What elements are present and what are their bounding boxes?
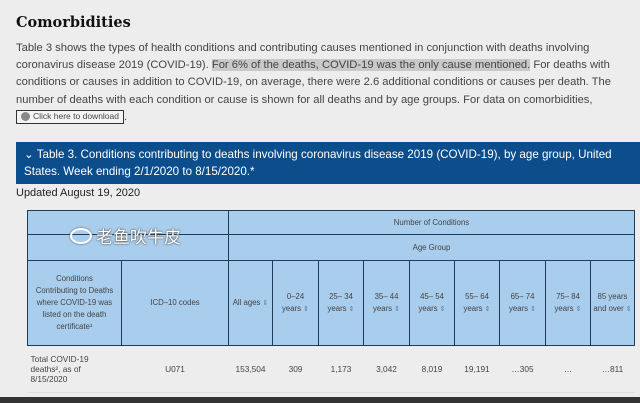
blank-header xyxy=(27,234,229,261)
sort-icon[interactable]: ⇕ xyxy=(439,305,446,313)
value-cell: 19,191 xyxy=(454,345,500,393)
table-row: Total COVID-19 deaths², as of 8/15/2020 … xyxy=(27,345,635,393)
col-35-44[interactable]: 35– 44 years ⇕ xyxy=(363,260,410,346)
value-cell: 153,504 xyxy=(228,345,273,393)
conditions-table: Number of Conditions Age Group Condition… xyxy=(27,210,635,393)
value-cell: … xyxy=(545,345,591,393)
col-85-over[interactable]: 85 years and over ⇕ xyxy=(590,260,635,346)
icd-column-header: ICD–10 codes xyxy=(121,260,229,346)
value-cell: …305 xyxy=(499,345,546,393)
col-label: 75– 84 years xyxy=(554,291,580,313)
value-cell: …811 xyxy=(590,345,635,393)
col-all-ages[interactable]: All ages ⇕ xyxy=(228,260,273,346)
highlighted-text: For 6% of the deaths, COVID-19 was the o… xyxy=(211,59,531,72)
col-55-64[interactable]: 55– 64 years ⇕ xyxy=(454,260,500,346)
age-group-header: Age Group xyxy=(228,234,635,261)
col-label: 25– 34 years xyxy=(327,291,353,313)
sort-icon[interactable]: ⇕ xyxy=(530,305,536,313)
table-title: Table 3. Conditions contributing to deat… xyxy=(24,148,612,178)
sort-icon[interactable]: ⇕ xyxy=(394,305,400,313)
period: . xyxy=(124,110,128,123)
value-cell: 309 xyxy=(272,345,319,393)
col-0-24[interactable]: 0–24 years ⇕ xyxy=(272,260,319,346)
sort-icon[interactable]: ⇕ xyxy=(575,305,582,313)
col-label: 0–24 years xyxy=(282,291,305,313)
download-button[interactable]: Click here to download xyxy=(16,109,124,124)
col-75-84[interactable]: 75– 84 years ⇕ xyxy=(545,260,591,346)
col-label: 45– 54 years xyxy=(418,291,444,313)
icd-cell: U071 xyxy=(121,345,229,393)
sort-icon[interactable]: ⇕ xyxy=(484,305,491,313)
table-accordion-header[interactable]: ⌄ Table 3. Conditions contributing to de… xyxy=(16,142,640,184)
col-label: 85 years and over xyxy=(593,291,628,313)
paragraph-text: Table 3 shows the types of health condit… xyxy=(16,42,590,72)
condition-column-header: Conditions Contributing to Deaths where … xyxy=(27,260,122,346)
value-cell: 3,042 xyxy=(363,345,410,393)
description-paragraph: Table 3 shows the types of health condit… xyxy=(16,40,636,126)
value-cell: 8,019 xyxy=(409,345,455,393)
col-label: 35– 44 years xyxy=(373,291,399,313)
sort-icon[interactable]: ⇕ xyxy=(348,305,355,313)
value-cell: 1,173 xyxy=(318,345,364,393)
sort-icon[interactable]: ⇕ xyxy=(625,305,632,313)
watermark: 老鱼吹牛皮 xyxy=(70,223,181,248)
updated-date: Updated August 19, 2020 xyxy=(16,187,141,199)
paragraph-text-2: For deaths with conditions or causes in … xyxy=(16,59,611,106)
sort-icon[interactable]: ⇕ xyxy=(303,305,309,313)
col-25-34[interactable]: 25– 34 years ⇕ xyxy=(318,260,364,346)
col-65-74[interactable]: 65– 74 years ⇕ xyxy=(499,260,546,346)
number-of-conditions-header: Number of Conditions xyxy=(228,210,635,235)
wechat-icon xyxy=(70,227,92,244)
col-label: 55– 64 years xyxy=(463,291,489,313)
watermark-text: 老鱼吹牛皮 xyxy=(96,228,181,247)
condition-cell: Total COVID-19 deaths², as of 8/15/2020 xyxy=(27,345,122,393)
col-label: All ages xyxy=(232,297,261,307)
bottom-edge xyxy=(0,397,640,403)
download-label: Click here to download xyxy=(33,111,119,122)
download-icon xyxy=(21,112,30,122)
section-heading: Comorbidities xyxy=(16,14,131,31)
sort-icon[interactable]: ⇕ xyxy=(262,299,269,307)
col-45-54[interactable]: 45– 54 years ⇕ xyxy=(409,260,455,346)
col-label: 65– 74 years xyxy=(509,291,535,313)
blank-header xyxy=(27,210,229,235)
chevron-down-icon: ⌄ xyxy=(24,148,37,161)
